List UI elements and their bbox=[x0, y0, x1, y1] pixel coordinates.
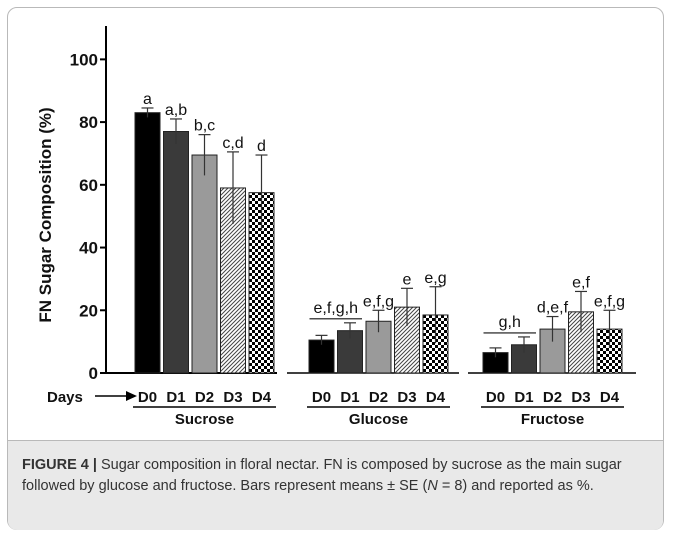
caption-n-variable: N bbox=[427, 478, 438, 494]
x-tick-label: D2 bbox=[195, 389, 214, 406]
bar bbox=[163, 131, 189, 374]
significance-letter: a,b bbox=[165, 102, 187, 119]
significance-letter: e,g bbox=[424, 270, 446, 287]
significance-letter: a bbox=[143, 91, 152, 108]
x-tick-label: D4 bbox=[426, 389, 446, 406]
y-tick-label: 80 bbox=[79, 113, 98, 132]
x-axis-title: Days bbox=[47, 389, 83, 406]
x-tick-label: D3 bbox=[397, 389, 416, 406]
y-tick-label: 0 bbox=[89, 364, 98, 383]
bar-chart: FN Sugar Composition (%) 0 20 40 60 80 100 Day… bbox=[36, 26, 636, 428]
group-label: Sucrose bbox=[175, 411, 234, 428]
caption-panel bbox=[8, 440, 663, 530]
x-tick-label: D3 bbox=[223, 389, 242, 406]
significance-letter: e,f,g,h bbox=[314, 300, 358, 317]
figure-caption: FIGURE 4 | Sugar composition in floral n… bbox=[22, 455, 647, 497]
significance-letter: e bbox=[403, 271, 412, 288]
significance-letter: d bbox=[257, 138, 266, 155]
x-tick-label: D0 bbox=[312, 389, 331, 406]
x-tick-label: D2 bbox=[543, 389, 562, 406]
significance-letter: g,h bbox=[499, 314, 521, 331]
bar bbox=[191, 154, 218, 374]
days-arrow-head bbox=[126, 391, 137, 401]
group-label: Glucose bbox=[349, 411, 408, 428]
y-tick-label: 20 bbox=[79, 301, 98, 320]
x-tick-label: D4 bbox=[600, 389, 620, 406]
significance-letter: b,c bbox=[194, 118, 215, 135]
x-tick-label: D1 bbox=[514, 389, 533, 406]
caption-body-end: = 8) and reported as %. bbox=[437, 478, 594, 494]
x-tick-label: D2 bbox=[369, 389, 388, 406]
y-tick-label: 40 bbox=[79, 239, 98, 258]
x-tick-label: D0 bbox=[138, 389, 157, 406]
significance-letter: c,d bbox=[222, 135, 243, 152]
bar bbox=[308, 339, 335, 374]
group-label: Fructose bbox=[521, 411, 584, 428]
significance-letter: d,e,f bbox=[537, 300, 569, 317]
x-tick-label: D1 bbox=[166, 389, 185, 406]
y-tick-label: 60 bbox=[79, 176, 98, 195]
caption-body: Sugar composition in floral nectar. FN i… bbox=[22, 457, 622, 494]
significance-letter: e,f,g bbox=[363, 293, 394, 310]
figure-label: FIGURE 4 | bbox=[22, 457, 97, 473]
x-tick-label: D0 bbox=[486, 389, 505, 406]
y-tick-label: 100 bbox=[70, 50, 98, 69]
significance-letter: e,f,g bbox=[594, 293, 625, 310]
x-tick-label: D4 bbox=[252, 389, 272, 406]
bar bbox=[134, 112, 161, 374]
y-axis-title: FN Sugar Composition (%) bbox=[36, 107, 55, 322]
x-tick-label: D3 bbox=[571, 389, 590, 406]
x-tick-label: D1 bbox=[340, 389, 359, 406]
significance-letter: e,f bbox=[572, 274, 590, 291]
